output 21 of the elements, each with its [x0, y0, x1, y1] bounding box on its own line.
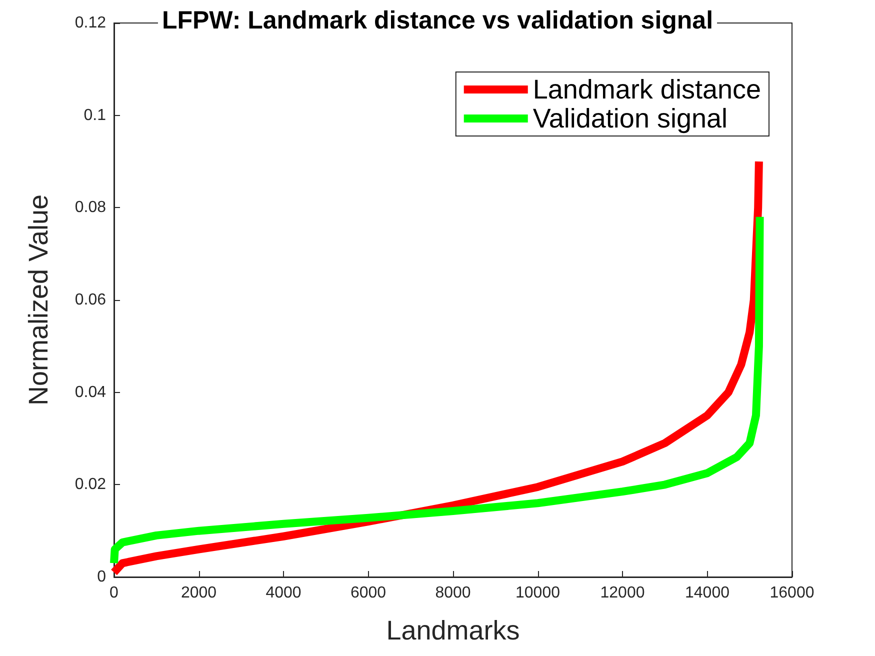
y-tick-label: 0 — [97, 568, 106, 586]
y-tick-label: 0.08 — [74, 199, 106, 216]
x-tick-label: 6000 — [350, 584, 386, 602]
x-tick-label: 10000 — [516, 584, 560, 602]
chart-title: LFPW: Landmark distance vs validation signal — [162, 6, 714, 34]
y-tick-label: 0.06 — [74, 292, 106, 308]
x-tick-label: 14000 — [685, 584, 730, 602]
x-axis-title: Landmarks — [386, 616, 520, 646]
y-tick-label: 0.12 — [74, 14, 106, 32]
x-tick-label: 2000 — [180, 584, 217, 602]
legend-label: Validation signal — [532, 104, 728, 134]
legend-label: Landmark distance — [532, 74, 762, 104]
y-tick-label: 0.1 — [84, 106, 106, 124]
x-tick-label: 4000 — [266, 584, 302, 602]
y-tick-label: 0.04 — [74, 384, 106, 401]
x-tick-label: 0 — [110, 584, 119, 602]
x-tick-label: 8000 — [435, 584, 471, 602]
x-tick-label: 16000 — [770, 584, 814, 602]
x-tick-label: 12000 — [600, 584, 645, 602]
y-tick-label: 0.02 — [74, 476, 106, 494]
y-axis-title: Normalized Value — [24, 194, 54, 406]
